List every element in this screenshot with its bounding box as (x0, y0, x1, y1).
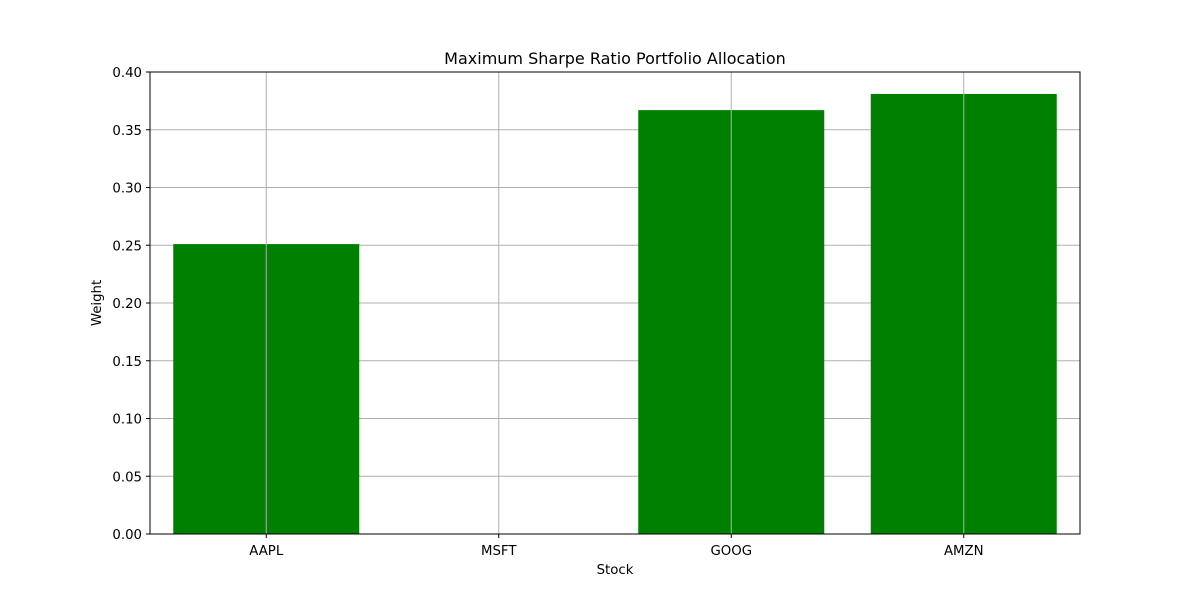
x-tick-label: AMZN (944, 544, 984, 559)
y-tick-label: 0.35 (112, 124, 142, 139)
y-tick-label: 0.25 (112, 239, 142, 254)
x-tick-label: AAPL (249, 544, 284, 559)
y-axis-ticks: 0.00 0.05 0.10 0.15 0.20 0.25 0.30 0.35 0.40 (112, 66, 150, 543)
y-tick-label: 0.30 (112, 182, 142, 197)
y-tick-label: 0.20 (112, 297, 142, 312)
y-tick-label: 0.00 (112, 528, 142, 543)
x-axis-label: Stock (597, 563, 634, 578)
bar-layer (173, 93, 1057, 535)
x-tick-label: MSFT (481, 544, 517, 559)
y-axis-label: Weight (90, 280, 105, 326)
y-tick-label: 0.15 (112, 355, 142, 370)
y-tick-label: 0.40 (112, 66, 142, 81)
y-tick-label: 0.05 (112, 470, 142, 485)
vertical-grid-layer (265, 72, 965, 534)
x-axis-ticks: AAPL MSFT GOOG AMZN (249, 534, 984, 559)
x-tick-label: GOOG (710, 544, 752, 559)
y-tick-label: 0.10 (112, 413, 142, 428)
chart-title: Maximum Sharpe Ratio Portfolio Allocatio… (444, 49, 786, 68)
